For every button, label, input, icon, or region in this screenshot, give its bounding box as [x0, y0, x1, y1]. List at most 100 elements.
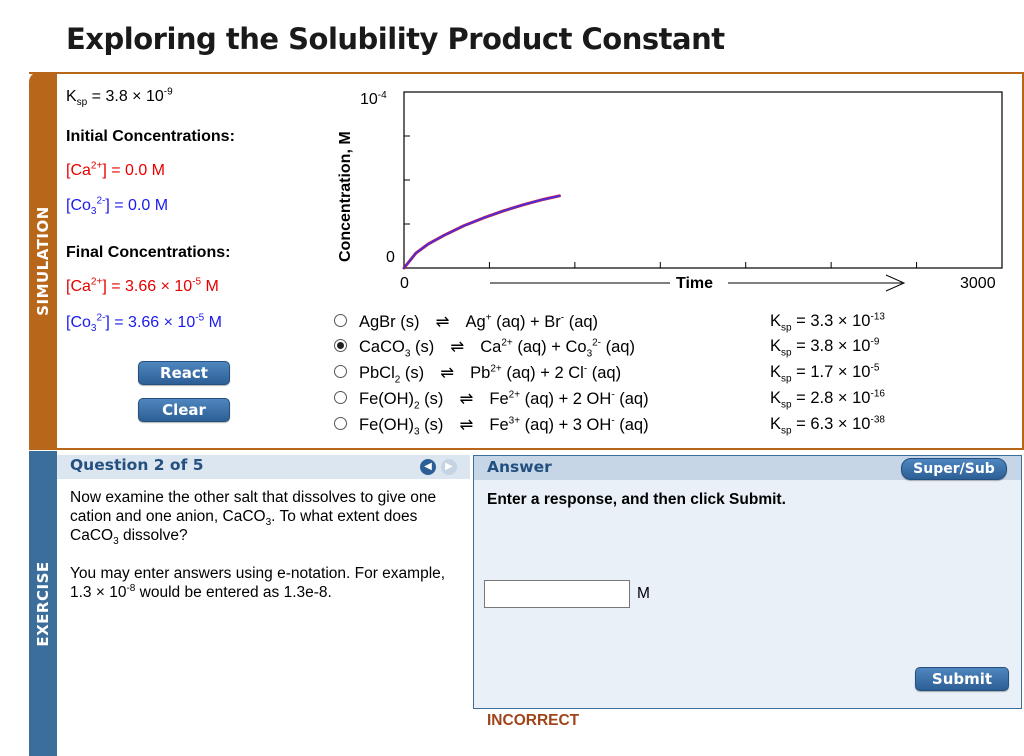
- concentration-chart: Concentration, M 10-4 0 0 Time 3000: [337, 90, 1003, 292]
- ion-label: [Co: [66, 314, 91, 331]
- chart-xlabel: Time: [676, 275, 713, 292]
- products: Fe3+ (aq) + 3 OH- (aq): [489, 415, 649, 434]
- equilibrium-arrows-icon: ⇌: [440, 364, 455, 382]
- status-message: INCORRECT: [487, 712, 580, 729]
- ion-label: [Ca: [66, 278, 91, 295]
- reaction-ksp: Ksp = 3.3 × 10-13: [770, 311, 885, 334]
- chart-ticks: [404, 135, 918, 268]
- ion-exp: -5: [195, 312, 205, 324]
- products: Ca2+ (aq) + Co32- (aq): [480, 337, 635, 360]
- products: Pb2+ (aq) + 2 Cl- (aq): [470, 363, 622, 382]
- equilibrium-arrows-icon: ⇌: [459, 390, 474, 408]
- initial-co3-concentration: [Co32-] = 0.0 M: [66, 195, 169, 218]
- question-text: Now examine the other salt that dissolve…: [70, 489, 437, 525]
- ion-value: ] = 0.0 M: [102, 162, 166, 179]
- ion-sub: 3: [90, 323, 97, 335]
- chevron-left-icon[interactable]: ◀: [420, 459, 436, 475]
- ion-exp: -5: [192, 276, 202, 288]
- reaction-option[interactable]: PbCl2 (s) ⇌ Pb2+ (aq) + 2 Cl- (aq): [334, 363, 622, 386]
- ion-charge: 2+: [90, 160, 103, 172]
- question-sub: 3: [265, 517, 272, 529]
- reaction-ksp: Ksp = 6.3 × 10-38: [770, 414, 885, 437]
- question-text: would be entered as 1.3e-8.: [135, 584, 332, 601]
- initial-concentrations-heading: Initial Concentrations:: [66, 128, 235, 145]
- ion-sub: 3: [90, 206, 97, 218]
- ksp-value: = 3.8 × 10: [87, 88, 164, 105]
- reaction-ksp: Ksp = 2.8 × 10-16: [770, 388, 885, 411]
- exercise-tab: EXERCISE: [29, 451, 57, 756]
- question-text: You may enter answers using e-notation. …: [70, 565, 446, 601]
- answer-instruction: Enter a response, and then click Submit.: [487, 491, 786, 508]
- final-co3-concentration: [Co32-] = 3.66 × 10-5 M: [66, 312, 222, 335]
- ion-unit: M: [204, 314, 222, 331]
- ksp-readout: Ksp = 3.8 × 10-9: [66, 86, 173, 109]
- ion-value: ] = 3.66 × 10: [102, 278, 193, 295]
- question-exp: -8: [126, 582, 136, 594]
- simulation-tab: SIMULATION: [29, 72, 57, 450]
- ion-charge: 2-: [96, 312, 106, 324]
- ion-charge: 2-: [96, 195, 106, 207]
- chart-series-line: [403, 194, 561, 269]
- question-text: . To what extent does CaCO: [70, 508, 418, 544]
- reaction-ksp: Ksp = 3.8 × 10-9: [770, 336, 880, 359]
- ion-unit: M: [201, 278, 219, 295]
- chevron-right-icon[interactable]: ▶: [441, 459, 457, 475]
- chart-series-group: [402, 194, 561, 270]
- super-sub-button[interactable]: Super/Sub: [901, 458, 1007, 480]
- clear-button[interactable]: Clear: [138, 398, 230, 422]
- ion-label: [Ca: [66, 162, 91, 179]
- submit-button[interactable]: Submit: [915, 667, 1009, 691]
- equilibrium-arrows-icon: ⇌: [450, 338, 465, 356]
- radio-button[interactable]: [334, 314, 347, 328]
- ksp-exp: -9: [163, 86, 173, 98]
- chart-x-right-label: 3000: [960, 275, 996, 292]
- simulation-border-top: [29, 72, 1024, 74]
- initial-ca-concentration: [Ca2+] = 0.0 M: [66, 160, 166, 180]
- ksp-label: K: [66, 88, 77, 105]
- answer-input[interactable]: [484, 580, 630, 608]
- simulation-tab-label: SIMULATION: [34, 206, 52, 316]
- question-body: Now examine the other salt that dissolve…: [70, 488, 460, 602]
- react-button[interactable]: React: [138, 361, 230, 385]
- final-ca-concentration: [Ca2+] = 3.66 × 10-5 M: [66, 276, 219, 296]
- ion-value: ] = 0.0 M: [105, 197, 169, 214]
- chart-ylabel: Concentration, M: [337, 131, 354, 262]
- ksp-sub: sp: [76, 97, 88, 109]
- chart-x-left-label: 0: [400, 275, 409, 292]
- question-title: Question 2 of 5: [70, 456, 204, 474]
- time-arrow-head: [885, 274, 906, 292]
- chart-y-top-label: 10-4: [360, 90, 387, 108]
- question-header: [57, 455, 470, 479]
- answer-unit: M: [637, 585, 650, 602]
- question-sub: 3: [113, 536, 119, 548]
- equilibrium-arrows-icon: ⇌: [435, 313, 450, 331]
- exercise-tab-label: EXERCISE: [34, 560, 52, 647]
- radio-button[interactable]: [334, 339, 347, 353]
- reaction-option[interactable]: Fe(OH)3 (s) ⇌ Fe3+ (aq) + 3 OH- (aq): [334, 415, 649, 438]
- reactant: PbCl2 (s): [359, 364, 425, 386]
- ion-label: [Co: [66, 197, 91, 214]
- reaction-option[interactable]: AgBr (s) ⇌ Ag+ (aq) + Br- (aq): [334, 312, 598, 332]
- products: Ag+ (aq) + Br- (aq): [465, 312, 599, 331]
- question-paragraph-1: Now examine the other salt that dissolve…: [70, 488, 460, 548]
- reactant: Fe(OH)2 (s): [359, 390, 444, 412]
- chart-plot-area: [403, 91, 1003, 269]
- products: Fe2+ (aq) + 2 OH- (aq): [489, 389, 649, 408]
- reaction-option[interactable]: CaCO3 (s) ⇌ Ca2+ (aq) + Co32- (aq): [334, 337, 635, 360]
- radio-button[interactable]: [334, 365, 347, 379]
- page-title: Exploring the Solubility Product Constan…: [66, 22, 725, 56]
- ion-charge: 2+: [90, 276, 103, 288]
- question-paragraph-2: You may enter answers using e-notation. …: [70, 564, 460, 602]
- reactant: Fe(OH)3 (s): [359, 416, 444, 438]
- chart-y-bottom-label: 0: [386, 249, 395, 266]
- reaction-option[interactable]: Fe(OH)2 (s) ⇌ Fe2+ (aq) + 2 OH- (aq): [334, 389, 649, 412]
- radio-button[interactable]: [334, 391, 347, 405]
- reaction-ksp: Ksp = 1.7 × 10-5: [770, 362, 880, 385]
- radio-button[interactable]: [334, 417, 347, 431]
- final-concentrations-heading: Final Concentrations:: [66, 244, 231, 261]
- question-text: dissolve?: [118, 527, 188, 544]
- simulation-border-bottom: [29, 448, 1024, 450]
- reactant: CaCO3 (s): [359, 338, 435, 360]
- equilibrium-arrows-icon: ⇌: [459, 416, 474, 434]
- answer-title: Answer: [487, 458, 552, 476]
